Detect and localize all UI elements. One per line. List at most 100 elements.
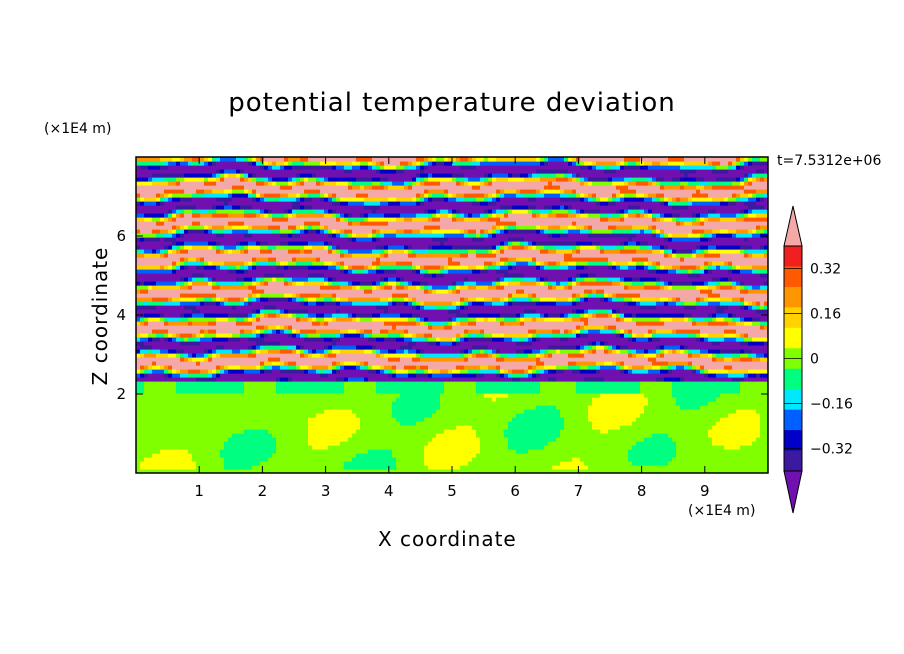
heatmap-cell [664,469,669,473]
heatmap-cell [596,461,601,466]
heatmap-cell [568,381,573,386]
heatmap-cell [704,409,709,414]
heatmap-cell [140,469,145,473]
heatmap-cell [564,353,569,358]
heatmap-cell [568,389,573,394]
heatmap-cell [512,469,517,473]
heatmap-cell [440,449,445,454]
heatmap-cell [220,381,225,386]
heatmap-cell [188,381,193,386]
heatmap-cell [612,393,617,398]
heatmap-cell [392,445,397,450]
heatmap-cell [764,401,768,406]
heatmap-cell [636,417,641,422]
heatmap-cell [196,401,201,406]
heatmap-cell [736,461,741,466]
heatmap-cell [696,433,701,438]
heatmap-cell [332,469,337,473]
heatmap-cell [700,373,705,378]
heatmap-cell [296,465,301,470]
heatmap-cell [220,409,225,414]
heatmap-cell [544,461,549,466]
heatmap-cell [740,389,745,394]
heatmap-cell [260,361,265,366]
heatmap-cell [500,465,505,470]
heatmap-cell [644,421,649,426]
heatmap-cell [588,373,593,378]
heatmap-cell [368,425,373,430]
heatmap-cell [312,401,317,406]
heatmap-cell [520,421,525,426]
heatmap-cell [368,381,373,386]
heatmap-cell [192,405,197,410]
heatmap-cell [288,405,293,410]
heatmap-cell [664,425,669,430]
heatmap-cell [192,393,197,398]
heatmap-cell [408,397,413,402]
heatmap-cell [356,373,361,378]
heatmap-cell [724,413,729,418]
heatmap-cell [648,449,653,454]
heatmap-cell [660,437,665,442]
heatmap-cell [188,393,193,398]
heatmap-cell [440,393,445,398]
heatmap-cell [204,361,209,366]
heatmap-cell [208,425,213,430]
heatmap-cell [540,349,545,354]
heatmap-cell [764,465,768,470]
heatmap-cell [416,433,421,438]
heatmap-cell [524,417,529,422]
heatmap-cell [224,381,229,386]
heatmap-cell [404,417,409,422]
heatmap-cell [252,405,257,410]
heatmap-cell [412,445,417,450]
heatmap-cell [548,445,553,450]
heatmap-cell [312,441,317,446]
heatmap-cell [284,417,289,422]
heatmap-cell [356,433,361,438]
heatmap-cell [740,377,745,382]
heatmap-cell [284,377,289,382]
heatmap-cell [480,397,485,402]
heatmap-cell [136,357,141,362]
heatmap-cell [696,405,701,410]
heatmap-cell [240,417,245,422]
heatmap-cell [336,353,341,358]
heatmap-cell [420,465,425,470]
heatmap-cell [576,349,581,354]
heatmap-cell [668,441,673,446]
heatmap-cell [620,425,625,430]
heatmap-cell [668,433,673,438]
heatmap-cell [444,421,449,426]
heatmap-cell [524,393,529,398]
heatmap-cell [492,421,497,426]
heatmap-cell [408,349,413,354]
heatmap-cell [740,357,745,362]
heatmap-cell [380,413,385,418]
heatmap-cell [332,433,337,438]
heatmap-cell [252,349,257,354]
heatmap-cell [592,373,597,378]
heatmap-cell [728,397,733,402]
heatmap-cell [200,397,205,402]
heatmap-cell [204,349,209,354]
heatmap-cell [188,441,193,446]
heatmap-cell [292,469,297,473]
heatmap-cell [532,429,537,434]
heatmap-cell [500,397,505,402]
heatmap-cell [524,445,529,450]
heatmap-cell [480,345,485,350]
heatmap-cell [292,417,297,422]
heatmap-cell [564,449,569,454]
heatmap-cell [704,381,709,386]
heatmap-cell [532,425,537,430]
heatmap-cell [388,409,393,414]
heatmap-cell [348,361,353,366]
heatmap-cell [144,373,149,378]
heatmap-cell [740,365,745,370]
heatmap-cell [416,413,421,418]
heatmap-cell [176,389,181,394]
heatmap-cell [580,405,585,410]
heatmap-cell [592,421,597,426]
heatmap-cell [668,409,673,414]
